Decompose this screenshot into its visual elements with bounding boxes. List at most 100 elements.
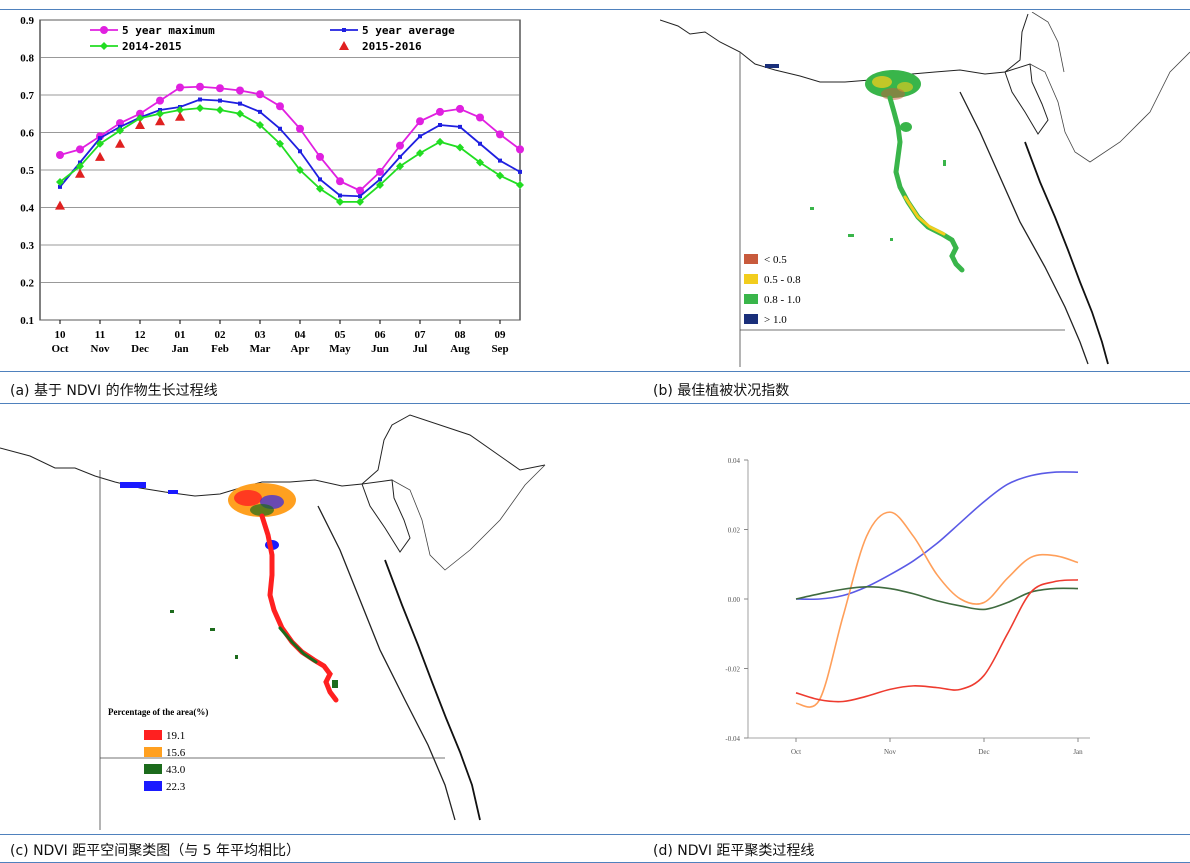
chart-a-xtick-label: 05 bbox=[335, 329, 347, 341]
chart-a-point-avg bbox=[378, 177, 382, 182]
chart-a-point-1415 bbox=[216, 106, 224, 114]
chart-a-point-avg bbox=[458, 124, 462, 129]
map-c-anomaly-cluster: Percentage of the area(%) 19.1 15.6 43.0 22.… bbox=[0, 414, 546, 830]
chart-a-xtick-label: 04 bbox=[295, 329, 307, 341]
chart-a-xtick-month: Oct bbox=[51, 343, 68, 355]
map-b-legend-label: > 1.0 bbox=[764, 314, 787, 326]
chart-a-legend-marker bbox=[100, 26, 108, 34]
chart-a-point-avg bbox=[478, 141, 482, 146]
chart-a-grid bbox=[39, 19, 521, 321]
chart-d-xtick-label: Dec bbox=[978, 748, 989, 756]
chart-a-ytick-label: 0.2 bbox=[20, 278, 34, 290]
map-b-vci: < 0.5 0.5 - 0.8 0.8 - 1.0 > 1.0 bbox=[660, 12, 1190, 367]
chart-a-point-max bbox=[356, 186, 364, 195]
chart-a-xtick-label: 01 bbox=[175, 329, 186, 341]
chart-a-ytick-label: 0.9 bbox=[20, 15, 34, 27]
map-b-legend: < 0.5 0.5 - 0.8 0.8 - 1.0 > 1.0 bbox=[744, 254, 801, 326]
chart-a-point-avg bbox=[498, 158, 502, 163]
chart-d-anomaly-lines: -0.04 -0.02 0.00 0.02 0.04 Oct Nov Dec Jan bbox=[725, 457, 1090, 756]
chart-d-xtick-label: Oct bbox=[791, 748, 801, 756]
chart-a-point-1415 bbox=[196, 104, 204, 113]
chart-a-ytick-label: 0.5 bbox=[20, 165, 34, 177]
chart-a-point-2015-2016 bbox=[175, 111, 185, 121]
map-b-legend-label: 0.8 - 1.0 bbox=[764, 294, 801, 306]
map-c-legend-swatch bbox=[144, 764, 162, 774]
chart-a-point-avg bbox=[198, 97, 202, 102]
chart-a-xtick-month: Sep bbox=[491, 343, 508, 355]
map-c-legend-label: 22.3 bbox=[166, 781, 186, 793]
chart-a-point-1415 bbox=[296, 166, 304, 174]
chart-a-point-avg bbox=[58, 184, 62, 189]
chart-a-point-max bbox=[156, 96, 164, 105]
map-b-north-border bbox=[1031, 12, 1065, 73]
chart-a-point-2015-2016 bbox=[75, 168, 85, 178]
chart-d-series bbox=[795, 471, 1079, 708]
chart-a-xtick-label: 12 bbox=[135, 329, 147, 341]
chart-a-point-2015-2016 bbox=[95, 151, 105, 161]
map-b-legend-swatch bbox=[744, 274, 758, 284]
chart-a-xtick-label: 08 bbox=[455, 329, 467, 341]
chart-a-point-avg bbox=[98, 136, 102, 141]
chart-a-point-avg bbox=[338, 193, 342, 198]
rule-mid-top bbox=[0, 371, 1190, 372]
map-b-coastline bbox=[660, 13, 1029, 85]
map-b-legend-swatch bbox=[744, 314, 758, 324]
chart-a-point-1415 bbox=[156, 109, 164, 118]
chart-a-xtick-month: Jun bbox=[371, 343, 389, 355]
map-c-legend-swatch bbox=[144, 747, 162, 757]
map-c-legend-label: 43.0 bbox=[166, 764, 186, 776]
chart-a-point-max bbox=[176, 83, 184, 92]
chart-a-point-max bbox=[516, 145, 524, 154]
chart-a-point-max bbox=[256, 90, 264, 99]
map-c-gulf-suez bbox=[317, 505, 456, 821]
chart-a-xtick-month: Mar bbox=[250, 343, 271, 355]
chart-a-ytick-label: 0.4 bbox=[20, 203, 34, 215]
chart-a-xtick-month: Jul bbox=[413, 343, 428, 355]
chart-a-point-1415 bbox=[456, 143, 464, 152]
chart-a-legend-marker bbox=[100, 42, 108, 50]
chart-d-axes: -0.04 -0.02 0.00 0.02 0.04 Oct Nov Dec Jan bbox=[725, 457, 1090, 756]
chart-a-point-1415 bbox=[396, 162, 404, 171]
chart-a-point-1415 bbox=[136, 114, 144, 123]
chart-a-legend-label: 5 year maximum bbox=[122, 24, 215, 37]
chart-a-point-max bbox=[376, 167, 384, 176]
chart-a-xtick-label: 10 bbox=[55, 329, 67, 341]
chart-a-point-2015-2016 bbox=[135, 120, 145, 129]
chart-a-point-avg bbox=[258, 109, 262, 114]
chart-a-point-1415 bbox=[376, 181, 384, 189]
chart-a-point-1415 bbox=[56, 178, 64, 186]
chart-d-line-blue bbox=[795, 471, 1079, 601]
chart-a-point-1415 bbox=[236, 109, 244, 118]
chart-a-xtick-month: Aug bbox=[450, 343, 470, 355]
map-b-legend-label: 0.5 - 0.8 bbox=[764, 274, 801, 286]
chart-d-ytick-label: 0.04 bbox=[728, 457, 741, 465]
chart-a-point-max bbox=[316, 152, 324, 161]
chart-a-point-2015-2016 bbox=[115, 138, 125, 148]
map-b-nile bbox=[887, 95, 965, 273]
chart-a-point-max bbox=[336, 177, 344, 186]
caption-c: (c) NDVI 距平空间聚类图（与 5 年平均相比） bbox=[10, 843, 301, 859]
chart-a-point-1415 bbox=[276, 139, 284, 148]
chart-a-point-max bbox=[56, 151, 64, 159]
chart-a-ytick-label: 0.8 bbox=[20, 53, 34, 65]
chart-a-point-1415 bbox=[516, 181, 524, 189]
chart-a-y-ticks: 0.1 0.2 0.3 0.4 0.5 0.6 0.7 0.8 0.9 bbox=[20, 15, 34, 327]
rule-mid-bottom bbox=[0, 403, 1190, 404]
chart-a-xtick-month: Jan bbox=[171, 343, 188, 355]
chart-a-point-avg bbox=[518, 169, 522, 174]
chart-a-series bbox=[55, 82, 524, 210]
map-b-legend-label: < 0.5 bbox=[764, 254, 787, 266]
chart-a-ytick-label: 0.7 bbox=[20, 90, 34, 102]
chart-a-point-max bbox=[236, 86, 244, 95]
map-c-coastline bbox=[0, 414, 546, 497]
chart-a-point-max bbox=[76, 145, 84, 154]
map-c-redsea bbox=[384, 559, 481, 821]
map-c-legend: Percentage of the area(%) 19.1 15.6 43.0 22.… bbox=[108, 707, 208, 793]
chart-a-xtick-label: 06 bbox=[375, 329, 387, 341]
chart-a-point-1415 bbox=[436, 137, 444, 146]
chart-a-xtick-month: Nov bbox=[91, 343, 110, 355]
chart-a-ndvi-growth: 0.1 0.2 0.3 0.4 0.5 0.6 0.7 0.8 0.9 10 Oct 11 Nov 12… bbox=[20, 15, 524, 355]
chart-a-point-1415 bbox=[336, 197, 344, 206]
chart-a-point-avg bbox=[398, 154, 402, 159]
chart-a-point-avg bbox=[418, 134, 422, 139]
